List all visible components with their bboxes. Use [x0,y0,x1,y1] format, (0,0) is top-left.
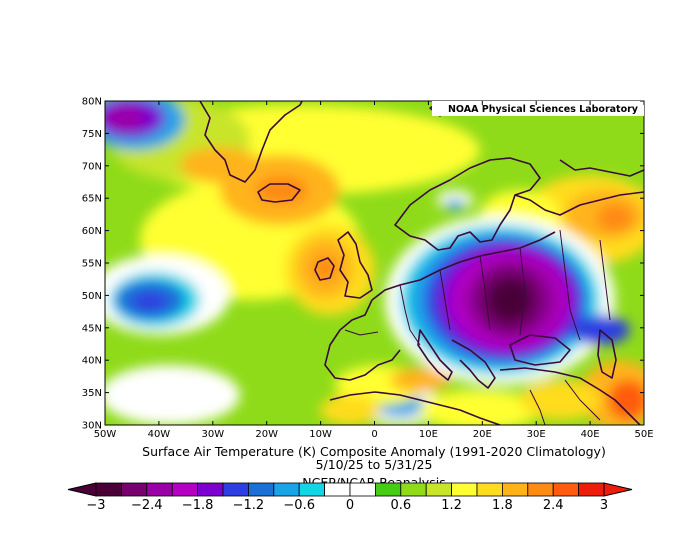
colorbar-label: 1.8 [492,498,513,513]
lon-label: 50W [94,429,117,440]
colorbar-cell [349,482,376,497]
colorbar-label: 0 [346,498,354,513]
lon-label: 50E [634,429,653,440]
colorbar-label: −2.4 [131,498,163,513]
colorbar-cell [425,482,453,497]
lon-label: 20W [255,429,278,440]
lon-label: 40E [581,429,600,440]
colorbar-cell [247,482,275,497]
lat-label: 55N [82,259,102,270]
colorbar [67,482,633,497]
lon-label: 20E [473,429,492,440]
colorbar-cell [121,482,148,497]
lon-label: 40W [148,429,171,440]
date-range: 5/10/25 to 5/31/25 [316,457,433,472]
map-title: Surface Air Temperature (K) Composite An… [142,444,606,459]
colorbar-cell [197,482,224,497]
colorbar-label: 2.4 [543,498,564,513]
colorbar-label: −1.8 [182,498,214,513]
lat-label: 75N [82,129,102,140]
lat-label: 35N [82,388,102,399]
colorbar-label: −1.2 [233,498,265,513]
lon-label: 10E [419,429,438,440]
lat-label: 50N [82,291,102,302]
colorbar-cell [578,482,605,497]
lat-label: 60N [82,226,102,237]
colorbar-cell [476,482,503,497]
colorbar-cell [171,482,198,497]
credit-label: NOAA Physical Sciences Laboratory [448,104,639,115]
colorbar-cell [324,482,351,497]
colorbar-label: 0.6 [390,498,411,513]
colorbar-arrow-left [67,482,97,497]
colorbar-cell [298,482,326,497]
lon-label: 10W [309,429,332,440]
colorbar-cell [273,482,300,497]
colorbar-label: 1.2 [441,498,462,513]
lon-label: 30E [527,429,546,440]
colorbar-label: −0.6 [283,498,315,513]
colorbar-label: 3 [600,498,608,513]
coastlines [199,101,644,425]
credit-box [432,101,644,116]
lat-label: 65N [82,194,102,205]
colorbar-cell [146,482,173,497]
colorbar-cell [451,482,478,497]
colorbar-cell [552,482,580,497]
lat-label: 30N [82,421,102,432]
colorbar-cell [527,482,554,497]
colorbar-cell [222,482,249,497]
lat-label: 45N [82,323,102,334]
lon-label: 30W [201,429,224,440]
lat-label: 40N [82,356,102,367]
anomaly-field [105,101,644,425]
colorbar-labels: −3 −2.4 −1.8 −1.2 −0.6 0 0.6 1.2 1.8 2.4 3 [86,498,608,513]
colorbar-arrow-right [603,482,633,497]
colorbar-cell [501,482,529,497]
latitude-axis: 80N 75N 70N 65N 60N 55N 50N 45N 40N 35N 30N [82,97,644,432]
lon-label: 0 [371,429,377,440]
lat-label: 80N [82,97,102,108]
longitude-axis: 50W 40W 30W 20W 10W 0 10E 20E 30E 40E 50E [94,101,654,440]
lat-label: 70N [82,161,102,172]
colorbar-label: −3 [86,498,105,513]
colorbar-cell [95,482,122,497]
colorbar-cell [374,482,402,497]
colorbar-cell [400,482,427,497]
